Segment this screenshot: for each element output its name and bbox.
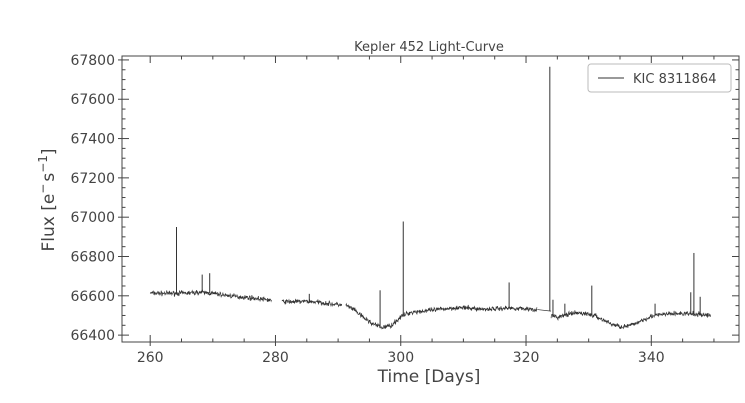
data-layer (149, 66, 711, 330)
legend-entry-kic-8311864: KIC 8311864 (633, 72, 716, 87)
series-segment (550, 310, 711, 330)
y-tick-label: 67200 (70, 171, 115, 187)
series-segment (345, 302, 538, 330)
x-tick-label: 340 (638, 350, 665, 366)
y-tick-label: 66800 (70, 249, 115, 265)
y-tick-label: 67000 (70, 210, 115, 226)
series-segment (281, 298, 343, 308)
y-axis-label: Flux [e− s−1] (36, 148, 59, 251)
series-segment (149, 289, 272, 303)
y-tick-label: 66400 (70, 328, 115, 344)
legend-box (587, 63, 732, 93)
series-segment (537, 309, 552, 312)
x-tick-label: 300 (387, 350, 414, 366)
series-group (149, 66, 711, 330)
y-axis-label-main: Flux [e (39, 194, 59, 252)
y-tick-label: 67400 (70, 132, 115, 148)
x-axis-label: Time [Days] (377, 367, 481, 387)
legend: KIC 8311864 (587, 63, 732, 93)
chart-title: Kepler 452 Light-Curve (354, 40, 504, 55)
x-tick-label: 260 (137, 350, 164, 366)
plot-frame (121, 55, 740, 343)
y-tick-label: 67600 (70, 92, 115, 108)
plot-area (121, 55, 740, 343)
axis-layer: 260 280 300 320 340 66400 66600 66800 67000 67200… (70, 53, 739, 366)
x-tick-label: 320 (513, 350, 540, 366)
x-tick-label: 280 (262, 350, 289, 366)
y-axis-label-end: ] (39, 148, 59, 155)
y-axis-label-sup-exp: −1 (36, 155, 50, 173)
y-axis-label-sup-minus: − (36, 184, 50, 194)
y-axis-label-mid: s (39, 173, 59, 182)
y-tick-label: 67800 (70, 53, 115, 69)
y-tick-label: 66600 (70, 289, 115, 305)
